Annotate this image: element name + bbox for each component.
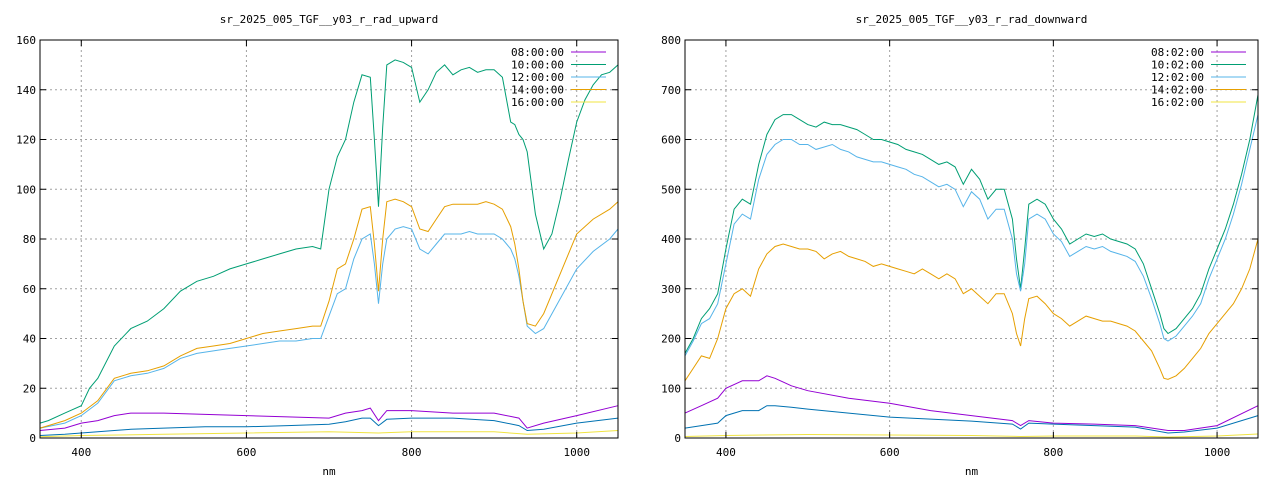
legend-label: 08:02:00 bbox=[1151, 46, 1204, 59]
series-line-16-02-00 bbox=[684, 433, 1259, 438]
series-line-10-00-00 bbox=[39, 59, 619, 424]
x-axis-label: nm bbox=[965, 465, 979, 478]
x-tick-label: 600 bbox=[880, 446, 900, 459]
x-tick-label: 1000 bbox=[1204, 446, 1231, 459]
y-tick-label: 100 bbox=[661, 382, 681, 395]
y-tick-label: 160 bbox=[16, 34, 36, 47]
legend-label: 14:00:00 bbox=[511, 84, 564, 97]
series-line-unlabeled-5 bbox=[39, 417, 619, 436]
x-tick-label: 600 bbox=[236, 446, 256, 459]
y-tick-label: 0 bbox=[674, 432, 681, 445]
legend-label: 16:00:00 bbox=[511, 96, 564, 109]
legend-label: 08:00:00 bbox=[511, 46, 564, 59]
series-line-12-00-00 bbox=[39, 226, 619, 429]
y-tick-label: 120 bbox=[16, 134, 36, 147]
chart-title: sr_2025_005_TGF__y03_r_rad_downward bbox=[856, 13, 1088, 26]
x-tick-label: 800 bbox=[1043, 446, 1063, 459]
y-tick-label: 60 bbox=[23, 283, 36, 296]
series-line-unlabeled-5 bbox=[684, 405, 1259, 434]
x-tick-label: 400 bbox=[716, 446, 736, 459]
y-tick-label: 200 bbox=[661, 333, 681, 346]
legend-label: 16:02:00 bbox=[1151, 96, 1204, 109]
legend-label: 10:02:00 bbox=[1151, 59, 1204, 72]
y-tick-label: 700 bbox=[661, 84, 681, 97]
y-tick-label: 600 bbox=[661, 134, 681, 147]
y-tick-label: 100 bbox=[16, 183, 36, 196]
series-line-16-00-00 bbox=[39, 430, 619, 438]
series-line-14-02-00 bbox=[684, 238, 1259, 382]
y-tick-label: 400 bbox=[661, 233, 681, 246]
chart-1: 400 600 800 1000 0 20 40 60 80 100 120 140 160 sr_202… bbox=[16, 13, 619, 478]
y-tick-label: 140 bbox=[16, 84, 36, 97]
series-line-14-00-00 bbox=[39, 198, 619, 429]
chart-2: 400 600 800 1000 0 100 200 300 400 500 600 700 800 sr… bbox=[661, 13, 1259, 478]
legend-label: 12:02:00 bbox=[1151, 71, 1204, 84]
series-line-12-02-00 bbox=[684, 114, 1259, 357]
y-tick-label: 300 bbox=[661, 283, 681, 296]
legend-label: 12:00:00 bbox=[511, 71, 564, 84]
y-tick-label: 0 bbox=[29, 432, 36, 445]
y-tick-label: 40 bbox=[23, 333, 36, 346]
series-line-08-00-00 bbox=[39, 405, 619, 431]
x-tick-label: 1000 bbox=[563, 446, 590, 459]
series-line-10-02-00 bbox=[684, 94, 1259, 354]
series-line-08-02-00 bbox=[684, 375, 1259, 431]
x-tick-label: 800 bbox=[402, 446, 422, 459]
y-tick-label: 800 bbox=[661, 34, 681, 47]
chart-title: sr_2025_005_TGF__y03_r_rad_upward bbox=[220, 13, 439, 26]
x-axis-label: nm bbox=[322, 465, 336, 478]
y-tick-label: 20 bbox=[23, 382, 36, 395]
legend-label: 10:00:00 bbox=[511, 59, 564, 72]
x-tick-label: 400 bbox=[71, 446, 91, 459]
legend-label: 14:02:00 bbox=[1151, 84, 1204, 97]
y-tick-label: 80 bbox=[23, 233, 36, 246]
y-tick-label: 500 bbox=[661, 183, 681, 196]
